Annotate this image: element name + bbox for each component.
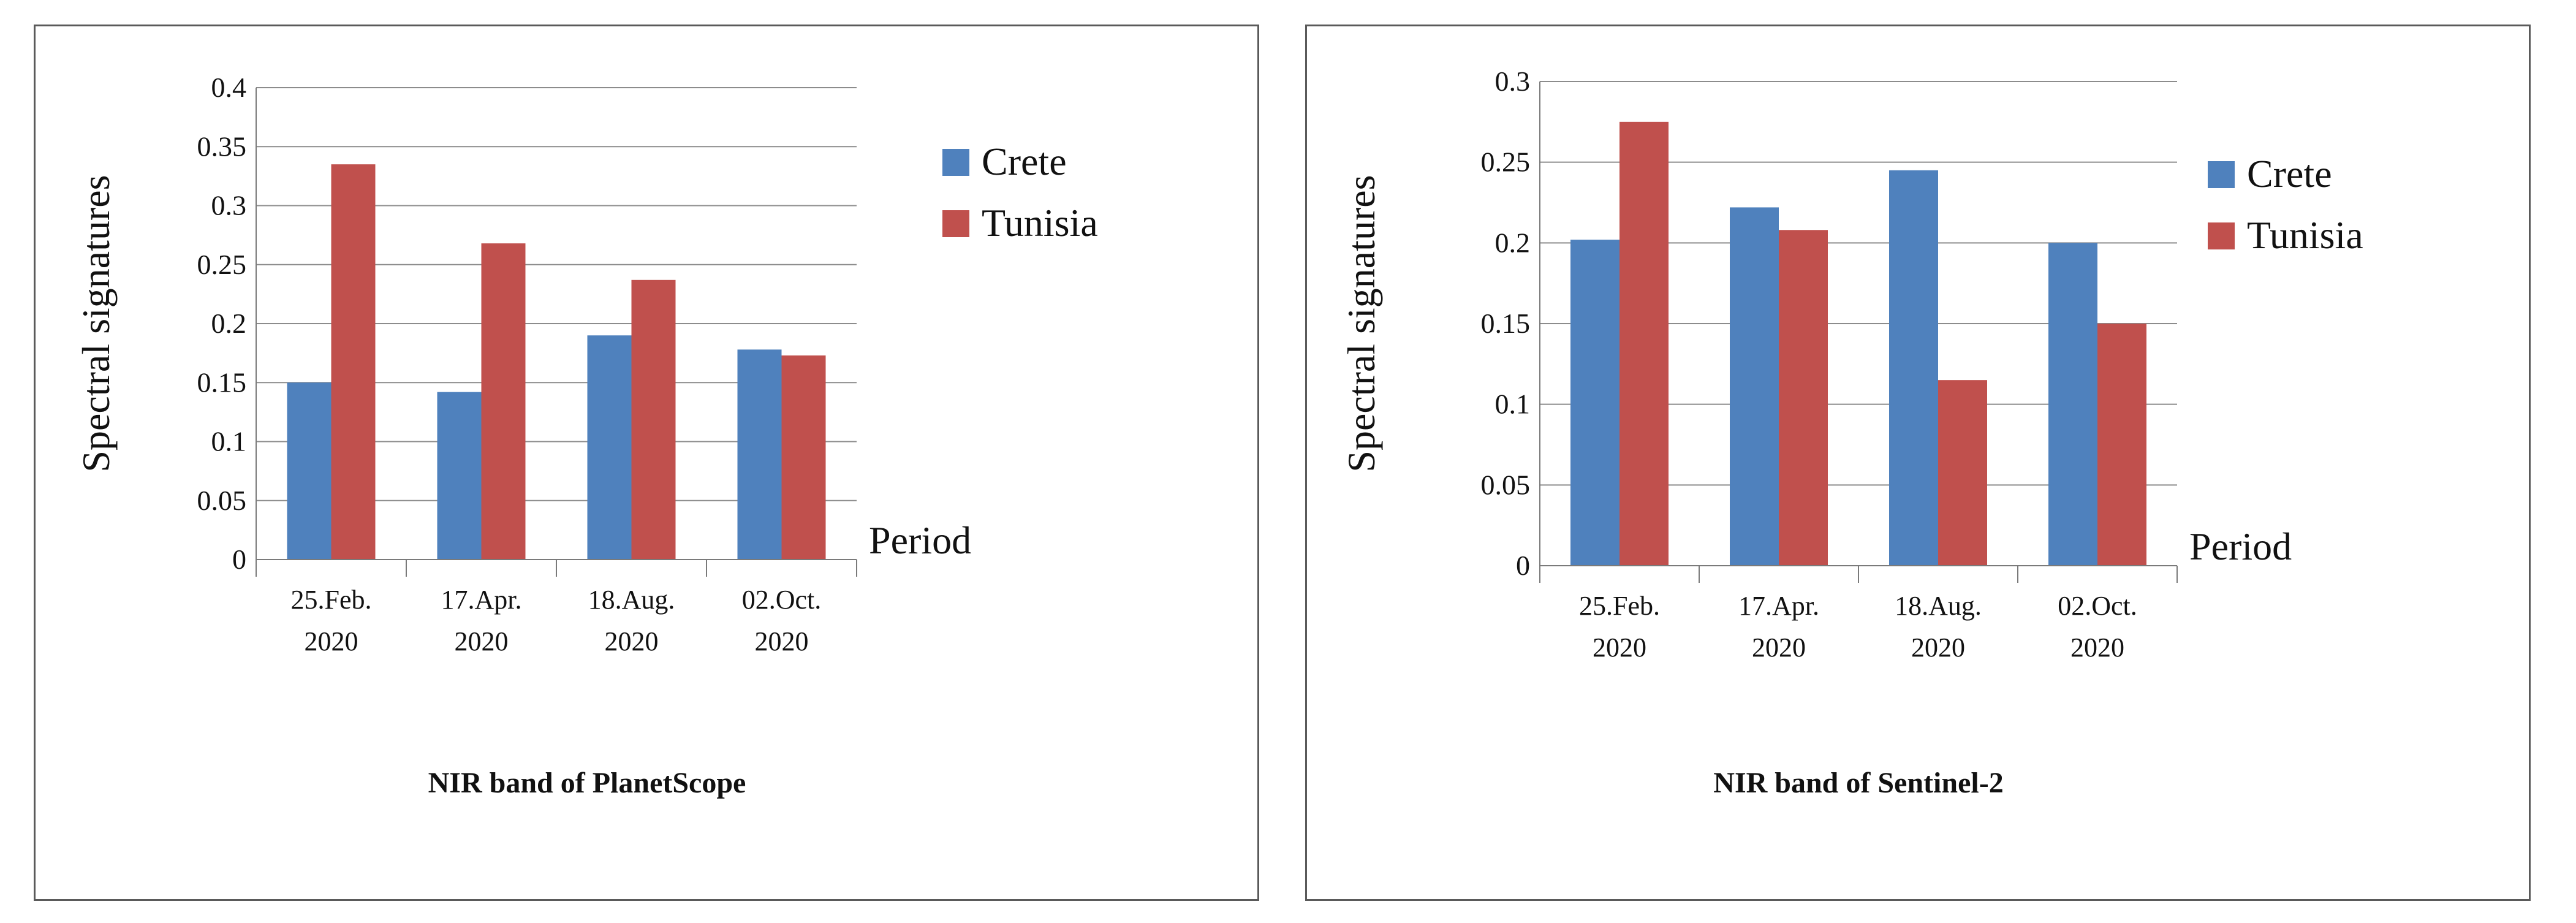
x-axis-title: Period (869, 518, 971, 562)
bar-tunisia-2 (1938, 380, 1987, 566)
legend-label-crete: Crete (982, 140, 1067, 183)
legend-swatch-crete (942, 149, 969, 176)
x-tick-label: 02.Oct. 2020 (742, 585, 822, 656)
x-tick-label: 18.Aug. 2020 (1895, 591, 1982, 663)
y-tick-label: 0.35 (197, 131, 247, 162)
legend-swatch-tunisia (942, 210, 969, 237)
x-tick-label: 17.Apr. 2020 (441, 585, 522, 656)
bar-tunisia-2 (631, 279, 676, 560)
bar-crete-3 (2048, 243, 2097, 566)
chart-title: NIR band of Sentinel-2 (1713, 767, 2003, 799)
bar-crete-2 (587, 335, 632, 560)
bar-crete-0 (287, 382, 331, 560)
y-tick-label: 0.25 (1481, 146, 1531, 178)
y-tick-label: 0.3 (1495, 66, 1531, 97)
y-axis-title: Spectral signatures (74, 175, 118, 472)
legend-label-tunisia: Tunisia (982, 201, 1098, 245)
bar-tunisia-0 (331, 164, 376, 560)
y-tick-label: 0.1 (1495, 389, 1531, 420)
chart-sentinel2: 0 0.05 0.1 0.15 0.2 0.25 0.3 25.Feb. 2020 17.Apr.… (1339, 66, 2363, 799)
x-axis-title: Period (2189, 525, 2292, 568)
y-tick-label: 0 (1516, 550, 1530, 581)
x-tick-label: 18.Aug. 2020 (588, 585, 675, 656)
y-axis-title: Spectral signatures (1339, 175, 1383, 472)
legend-swatch-crete (2208, 161, 2235, 188)
bar-tunisia-3 (2097, 324, 2146, 566)
bar-tunisia-1 (1779, 230, 1828, 566)
bar-crete-3 (737, 349, 782, 560)
y-tick-label: 0 (232, 544, 246, 575)
bar-tunisia-1 (481, 243, 526, 560)
bar-crete-0 (1570, 240, 1619, 566)
chart-panel-sentinel2: 0 0.05 0.1 0.15 0.2 0.25 0.3 25.Feb. 2020 17.Apr.… (1305, 25, 2531, 901)
y-tick-label: 0.4 (211, 72, 247, 103)
y-tick-label: 0.1 (211, 426, 247, 457)
y-tick-label: 0.15 (1481, 308, 1531, 339)
y-tick-label: 0.25 (197, 249, 247, 280)
bar-tunisia-0 (1619, 121, 1669, 566)
bar-crete-1 (437, 392, 482, 560)
x-tick-label: 25.Feb. 2020 (1579, 591, 1660, 663)
bar-tunisia-3 (781, 355, 826, 560)
y-tick-label: 0.15 (197, 367, 247, 398)
y-tick-label: 0.2 (1495, 227, 1531, 258)
x-tick-label: 02.Oct. 2020 (2058, 591, 2137, 663)
bar-crete-2 (1889, 170, 1938, 566)
bar-crete-1 (1730, 207, 1779, 566)
chart-panel-planetscope: 0 0.05 0.1 0.15 0.2 0.25 0.3 0.35 0.4 25.Feb. 2020… (34, 25, 1259, 901)
x-tick-label: 17.Apr. 2020 (1738, 591, 1819, 663)
chart-title: NIR band of PlanetScope (428, 767, 746, 799)
y-tick-label: 0.2 (211, 308, 247, 339)
legend-label-crete: Crete (2247, 152, 2332, 196)
y-tick-label: 0.05 (197, 485, 247, 516)
legend-label-tunisia: Tunisia (2247, 213, 2363, 257)
chart-planetscope: 0 0.05 0.1 0.15 0.2 0.25 0.3 0.35 0.4 25.Feb. 2020… (74, 72, 1098, 799)
y-tick-label: 0.05 (1481, 469, 1531, 500)
legend-swatch-tunisia (2208, 222, 2235, 249)
y-tick-label: 0.3 (211, 190, 247, 221)
x-tick-label: 25.Feb. 2020 (291, 585, 372, 656)
